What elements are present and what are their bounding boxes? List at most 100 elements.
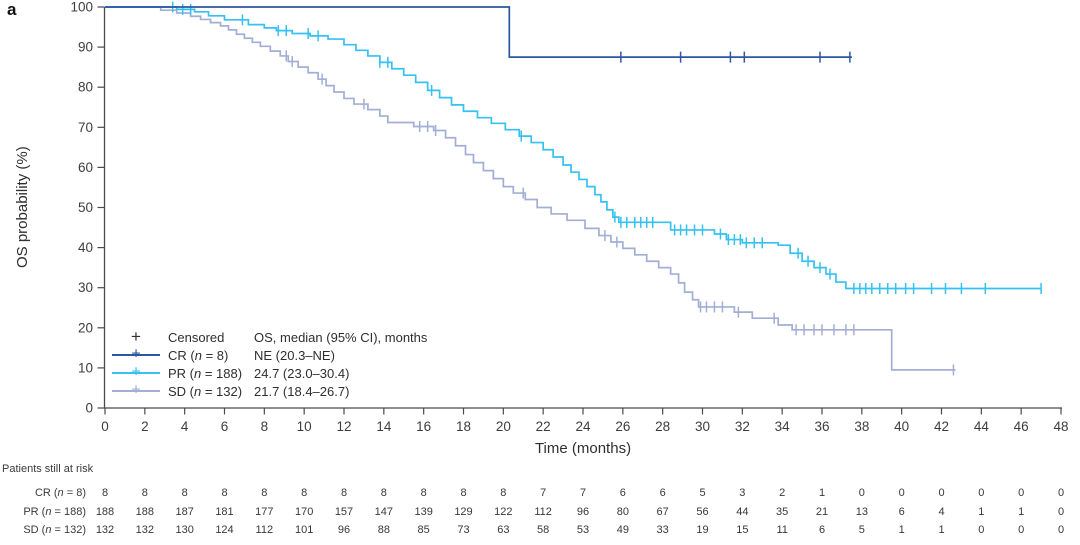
at-risk-value-sd: 88: [377, 524, 390, 536]
km-plot-svg: 0 2 4 6 8 10 12 14 16 18 20 22 24 26 28 30 32 34 36 38 40 42 4…: [70, 0, 1068, 434]
x-tick-label: 28: [655, 419, 670, 434]
legend-row-sd: + SD (n = 132) 21.7 (18.4–26.7): [112, 382, 427, 400]
y-tick-label: 50: [78, 200, 93, 215]
censor-plus-icon-pr: +: [131, 363, 141, 381]
at-risk-value-cr: 0: [938, 487, 945, 499]
x-tick-label: 46: [1014, 419, 1029, 434]
y-tick-label: 100: [70, 0, 93, 15]
at-risk-value-cr: 8: [380, 487, 387, 499]
legend-censored-symbol-cell: +: [112, 328, 168, 346]
y-axis-title: OS probability (%): [14, 146, 31, 269]
y-tick-label: 0: [85, 401, 93, 416]
at-risk-value-pr: 177: [255, 506, 274, 518]
at-risk-value-pr: 21: [815, 506, 829, 518]
y-tick-label: 40: [78, 240, 93, 255]
at-risk-value-pr: 44: [736, 506, 749, 518]
at-risk-value-sd: 19: [696, 524, 709, 536]
x-tick-label: 26: [615, 419, 630, 434]
x-tick-label: 4: [181, 419, 189, 434]
at-risk-value-cr: 0: [858, 487, 865, 499]
at-risk-value-sd: 58: [537, 524, 550, 536]
at-risk-value-sd: 33: [656, 524, 669, 536]
y-tick-label: 10: [78, 360, 93, 375]
at-risk-value-pr: 122: [494, 506, 513, 518]
x-tick-label: 38: [854, 419, 869, 434]
at-risk-value-cr: 8: [340, 487, 348, 499]
legend-median-cr: NE (20.3–NE): [254, 347, 335, 363]
x-tick-label: 16: [416, 419, 431, 434]
at-risk-value-pr: 129: [454, 506, 473, 518]
at-risk-value-cr: 0: [898, 487, 905, 499]
x-tick-label: 10: [297, 419, 312, 434]
x-tick-label: 6: [221, 419, 229, 434]
y-tick-label: 70: [78, 120, 93, 135]
at-risk-value-cr: 0: [1057, 487, 1065, 499]
y-tick-label: 20: [78, 320, 93, 335]
at-risk-value-cr: 8: [460, 487, 467, 499]
legend-line-sample-pr: +: [112, 364, 168, 382]
at-risk-value-sd: 0: [978, 524, 985, 536]
legend: + Censored OS, median (95% CI), months + CR …: [112, 328, 427, 400]
x-tick-label: 8: [261, 419, 269, 434]
at-risk-value-pr: 1: [1018, 506, 1025, 518]
at-risk-value-pr: 80: [616, 506, 629, 518]
at-risk-value-pr: 147: [374, 506, 393, 518]
at-risk-value-sd: 49: [616, 524, 629, 536]
at-risk-value-sd: 6: [818, 524, 826, 536]
x-tick-label: 20: [496, 419, 511, 434]
at-risk-value-pr: 187: [175, 506, 194, 518]
at-risk-value-pr: 4: [938, 506, 945, 518]
at-risk-value-pr: 13: [855, 506, 868, 518]
x-tick-label: 44: [974, 419, 990, 434]
y-tick-label: 80: [78, 80, 93, 95]
at-risk-value-cr: 8: [500, 487, 507, 499]
at-risk-value-sd: 96: [337, 524, 351, 536]
at-risk-value-pr: 157: [334, 506, 354, 518]
x-tick-label: 36: [814, 419, 829, 434]
legend-stats-header: OS, median (95% CI), months: [254, 329, 428, 345]
at-risk-value-cr: 8: [141, 487, 148, 499]
at-risk-value-sd: 11: [776, 524, 788, 536]
at-risk-value-pr: 170: [294, 506, 314, 518]
at-risk-value-pr: 96: [576, 506, 590, 518]
at-risk-value-cr: 6: [619, 487, 626, 499]
at-risk-value-sd: 0: [1018, 524, 1025, 536]
at-risk-value-pr: 35: [776, 506, 789, 518]
at-risk-value-sd: 5: [858, 524, 865, 536]
legend-label-pr: PR (n = 188): [168, 365, 243, 381]
x-tick-label: 0: [101, 419, 109, 434]
legend-median-sd: 21.7 (18.4–26.7): [254, 383, 350, 399]
x-axis-title: Time (months): [534, 440, 632, 457]
at-risk-value-cr: 7: [540, 487, 547, 499]
x-tick-label: 30: [695, 419, 710, 434]
at-risk-value-cr: 5: [699, 487, 706, 499]
at-risk-value-cr: 8: [301, 487, 308, 499]
at-risk-value-sd: 85: [417, 524, 430, 536]
x-tick-label: 32: [735, 419, 750, 434]
legend-line-sample-sd: +: [112, 382, 168, 400]
series-curve-sd: [105, 6, 956, 371]
censor-plus-icon-cr: +: [131, 345, 141, 363]
at-risk-value-pr: 0: [1057, 506, 1065, 518]
at-risk-row-label-pr: PR (n = 188): [23, 506, 86, 518]
at-risk-row-label-sd: SD (n = 132): [23, 524, 86, 536]
x-tick-label: 40: [894, 419, 909, 434]
series-curve-pr: [105, 6, 1042, 290]
at-risk-value-cr: 8: [261, 487, 268, 499]
at-risk-value-pr: 1: [978, 506, 985, 518]
x-tick-label: 14: [376, 419, 392, 434]
x-tick-label: 12: [336, 419, 351, 434]
at-risk-value-sd: 0: [1057, 524, 1065, 536]
at-risk-value-cr: 8: [221, 487, 228, 499]
series-curve-cr: [105, 6, 852, 58]
x-tick-label: 48: [1053, 419, 1068, 434]
legend-censored-label: Censored: [168, 329, 225, 345]
at-risk-value-cr: 8: [420, 487, 427, 499]
legend-label-sd: SD (n = 132): [168, 383, 243, 399]
legend-label-cr: CR (n = 8): [168, 347, 229, 363]
x-tick-label: 24: [575, 419, 591, 434]
legend-row-cr: + CR (n = 8) NE (20.3–NE): [112, 346, 427, 364]
censor-plus-icon-sd: +: [131, 381, 141, 399]
at-risk-value-pr: 67: [656, 506, 669, 518]
